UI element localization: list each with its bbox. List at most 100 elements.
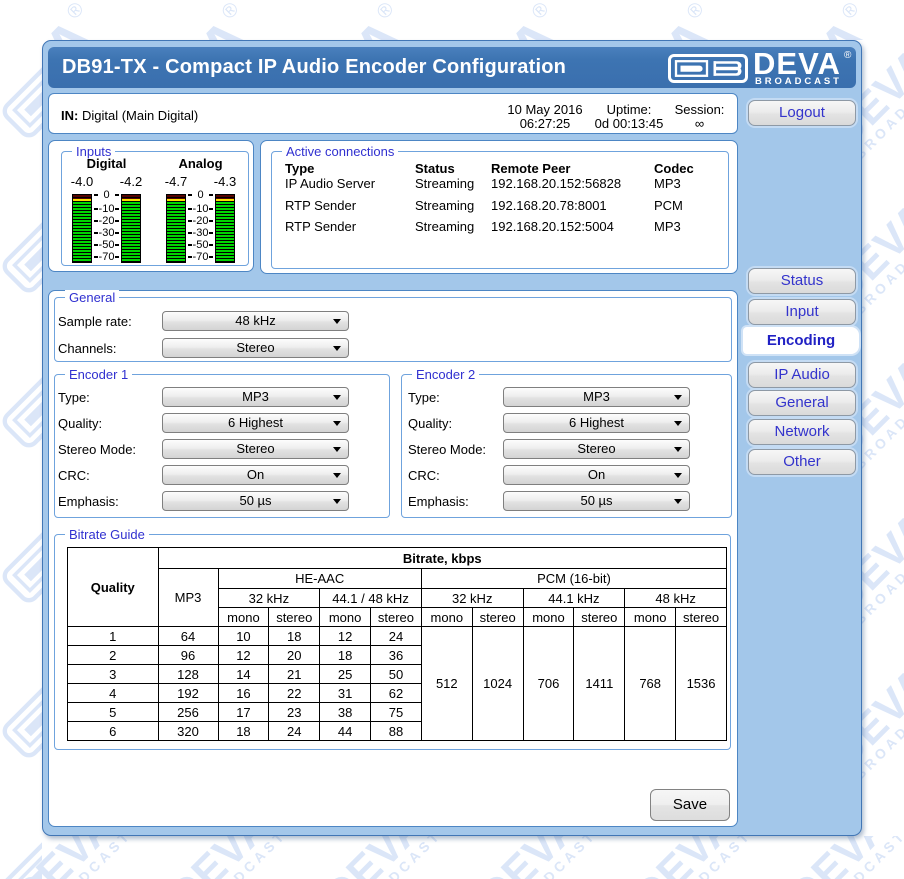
sidebar-item-ip-audio[interactable]: IP Audio bbox=[748, 362, 856, 388]
connection-row: RTP Sender Streaming 192.168.20.152:5004… bbox=[272, 219, 728, 235]
scale-label: -20 bbox=[192, 215, 209, 227]
meter-scale-row: -20 bbox=[186, 215, 215, 227]
scale-label: 0 bbox=[197, 189, 204, 201]
meter-scale-row: -70 bbox=[186, 251, 215, 263]
digital-meter-scale: 0 -10 -20 -30 -50 -70 bbox=[92, 190, 121, 263]
bitrate-title: Bitrate, kbps bbox=[157, 547, 727, 569]
sidebar-item-other[interactable]: Other bbox=[748, 449, 856, 475]
bitrate-cell: 38 bbox=[319, 702, 372, 722]
sidebar-item-input[interactable]: Input bbox=[748, 299, 856, 325]
app-container: DB91-TX - Compact IP Audio Encoder Confi… bbox=[42, 40, 862, 836]
deva-db-icon bbox=[668, 54, 748, 83]
encoder2-field-label: Type: bbox=[408, 390, 440, 405]
scale-tick-icon bbox=[188, 194, 192, 196]
inputs-legend: Inputs bbox=[72, 144, 116, 159]
bitrate-cell: 12 bbox=[319, 626, 372, 646]
connection-cell: RTP Sender bbox=[285, 219, 357, 234]
freq-group-header: 32 kHz bbox=[217, 588, 321, 608]
meter-green-zone bbox=[216, 202, 234, 262]
connection-cell: PCM bbox=[654, 197, 683, 213]
sidebar-item-encoding[interactable]: Encoding bbox=[743, 327, 859, 354]
scale-tick-icon bbox=[188, 244, 192, 246]
scale-tick-icon bbox=[115, 256, 119, 258]
broadcast-wordmark: BROADCAST bbox=[755, 76, 842, 87]
connection-row: RTP Sender Streaming 192.168.20.78:8001 … bbox=[272, 198, 728, 214]
session-block: Session: ∞ bbox=[652, 103, 747, 130]
bitrate-cell: 10 bbox=[217, 626, 270, 646]
time-value: 06:27:25 bbox=[519, 116, 571, 131]
scale-tick-icon bbox=[188, 220, 192, 222]
bitrate-cell: 256 bbox=[157, 702, 219, 722]
input-source: IN: Digital (Main Digital) bbox=[61, 108, 198, 123]
sample-rate-label: Sample rate: bbox=[58, 314, 132, 329]
encoder1-field-label: Type: bbox=[58, 390, 90, 405]
encoder1-crc-select[interactable]: On bbox=[162, 465, 349, 485]
select-value: 50 µs bbox=[580, 493, 613, 508]
meter-scale-row: -20 bbox=[92, 215, 121, 227]
bitrate-cell: 5 bbox=[67, 702, 159, 722]
channel-header: stereo bbox=[675, 607, 727, 627]
scale-tick-icon bbox=[188, 256, 192, 258]
logout-button[interactable]: Logout bbox=[748, 100, 856, 126]
connection-cell: Streaming bbox=[415, 176, 475, 191]
bitrate-cell: 1 bbox=[67, 626, 159, 646]
channels-select[interactable]: Stereo bbox=[162, 338, 349, 358]
col-codec: Codec bbox=[654, 161, 694, 176]
connection-row: IP Audio Server Streaming 192.168.20.152… bbox=[272, 176, 728, 192]
connection-cell: 192.168.20.152:5004 bbox=[491, 219, 614, 234]
sample-rate-select[interactable]: 48 kHz bbox=[162, 311, 349, 331]
channel-header: mono bbox=[624, 607, 677, 627]
scale-tick-icon bbox=[209, 208, 213, 210]
scale-label: -30 bbox=[192, 227, 209, 239]
meter-red-zone bbox=[122, 195, 140, 199]
sidebar-item-network[interactable]: Network bbox=[748, 419, 856, 445]
uptime-block: Uptime: 0d 00:13:45 bbox=[574, 103, 684, 130]
bitrate-cell: 16 bbox=[217, 683, 270, 703]
bitrate-cell: 36 bbox=[370, 645, 422, 665]
sidebar-item-status[interactable]: Status bbox=[748, 268, 856, 294]
chevron-down-icon bbox=[333, 319, 341, 324]
encoder1-emphasis-select[interactable]: 50 µs bbox=[162, 491, 349, 511]
encoder1-legend: Encoder 1 bbox=[65, 367, 133, 382]
encoder2-emphasis-select[interactable]: 50 µs bbox=[503, 491, 690, 511]
freq-group-header: 32 kHz bbox=[420, 588, 524, 608]
select-value: On bbox=[246, 467, 265, 482]
connections-panel: Active connections Type Status Remote Pe… bbox=[260, 140, 738, 274]
select-value: 48 kHz bbox=[235, 313, 276, 328]
digital-right-bar bbox=[121, 194, 141, 263]
analog-meter-label: Analog bbox=[178, 156, 223, 171]
analog-left-bar bbox=[166, 194, 186, 263]
freq-group-header: 48 kHz bbox=[624, 588, 727, 608]
channel-header: mono bbox=[522, 607, 575, 627]
scale-tick-icon bbox=[115, 208, 119, 210]
encoder1-stereo-mode-select[interactable]: Stereo bbox=[162, 439, 349, 459]
connections-header-row: Type Status Remote Peer Codec bbox=[272, 161, 728, 177]
scale-tick-icon bbox=[209, 232, 213, 234]
sidebar-item-general[interactable]: General bbox=[748, 390, 856, 416]
save-button[interactable]: Save bbox=[650, 789, 730, 821]
encoder2-stereo-mode-select[interactable]: Stereo bbox=[503, 439, 690, 459]
bitrate-cell: 50 bbox=[370, 664, 422, 684]
bitrate-row: 2 96 12 20 18 36 bbox=[67, 645, 727, 665]
encoder1-quality-select[interactable]: 6 Highest bbox=[162, 413, 349, 433]
session-label: Session: bbox=[674, 102, 725, 117]
inputs-fieldset: Inputs Digital -4.0 -4.2 0 -10 -20 -30 -… bbox=[61, 144, 249, 266]
freq-group-header: 44.1 kHz bbox=[522, 588, 626, 608]
chevron-down-icon bbox=[674, 447, 682, 452]
encoder2-quality-select[interactable]: 6 Highest bbox=[503, 413, 690, 433]
scale-tick-icon bbox=[94, 220, 98, 222]
select-value: Stereo bbox=[236, 340, 275, 355]
input-status-bar: IN: Digital (Main Digital) 10 May 2016 0… bbox=[48, 93, 738, 134]
bitrate-cell: 2 bbox=[67, 645, 159, 665]
scale-label: -70 bbox=[192, 251, 209, 263]
channels-label: Channels: bbox=[58, 341, 117, 356]
scale-tick-icon bbox=[115, 244, 119, 246]
scale-label: -20 bbox=[98, 215, 115, 227]
encoder1-type-select[interactable]: MP3 bbox=[162, 387, 349, 407]
encoder2-field-label: Emphasis: bbox=[408, 494, 469, 509]
encoder2-crc-select[interactable]: On bbox=[503, 465, 690, 485]
channel-header: mono bbox=[420, 607, 473, 627]
encoder2-type-select[interactable]: MP3 bbox=[503, 387, 690, 407]
select-value: 6 Highest bbox=[569, 415, 624, 430]
title-bar: DB91-TX - Compact IP Audio Encoder Confi… bbox=[48, 47, 856, 88]
